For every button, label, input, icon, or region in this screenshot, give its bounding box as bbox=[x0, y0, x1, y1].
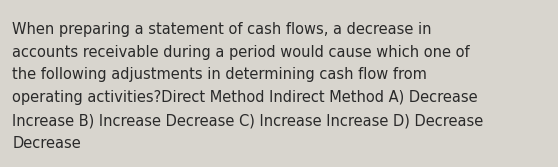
Text: the following adjustments in determining cash flow from: the following adjustments in determining… bbox=[12, 67, 427, 82]
Text: operating activities?Direct Method Indirect Method A) Decrease: operating activities?Direct Method Indir… bbox=[12, 90, 478, 105]
Text: accounts receivable during a period would cause which one of: accounts receivable during a period woul… bbox=[12, 45, 470, 59]
Text: Increase B) Increase Decrease C) Increase Increase D) Decrease: Increase B) Increase Decrease C) Increas… bbox=[12, 113, 484, 128]
Text: Decrease: Decrease bbox=[12, 136, 81, 151]
Text: When preparing a statement of cash flows, a decrease in: When preparing a statement of cash flows… bbox=[12, 22, 432, 37]
